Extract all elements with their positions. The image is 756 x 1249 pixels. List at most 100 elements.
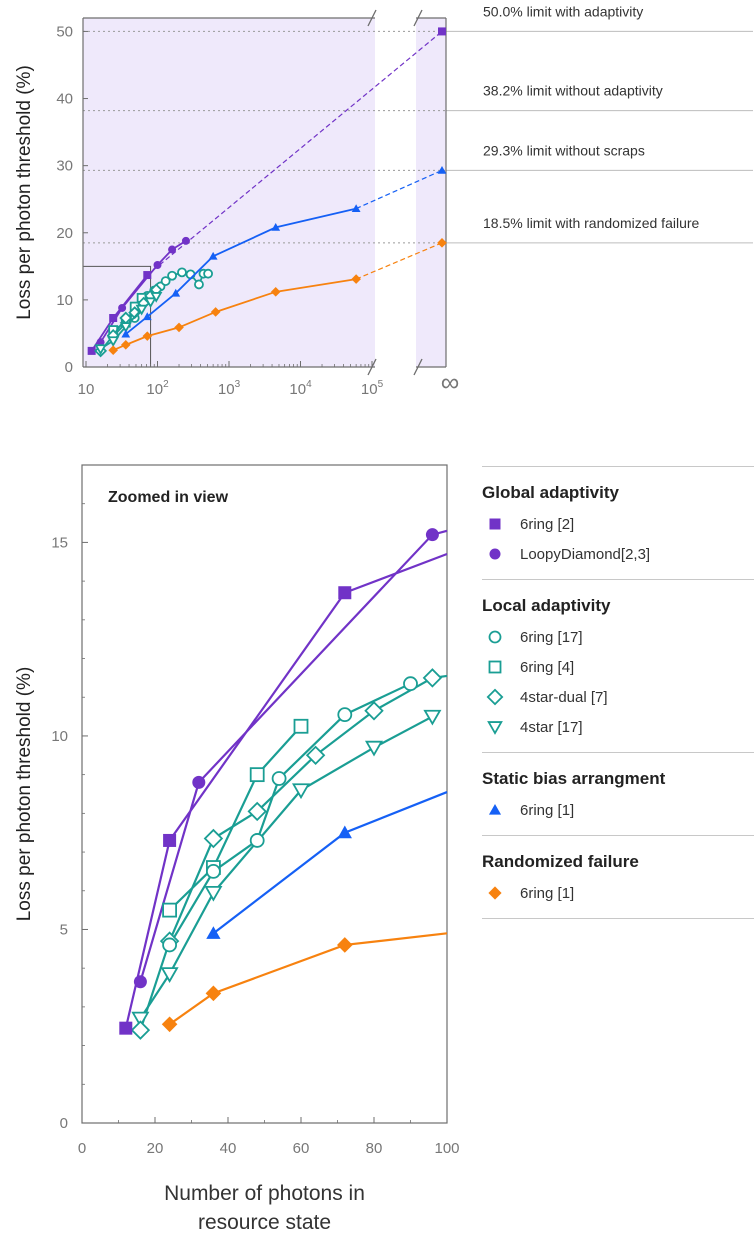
shaded-region-infinity bbox=[416, 18, 446, 367]
y-tick-label: 20 bbox=[56, 225, 73, 242]
y-tick-label: 30 bbox=[56, 158, 73, 175]
data-point bbox=[364, 701, 384, 721]
axis-break-mark bbox=[413, 9, 423, 27]
series-markers bbox=[119, 528, 443, 1040]
legend-item-label: 4star-dual [7] bbox=[520, 688, 608, 706]
data-point bbox=[96, 338, 105, 347]
zoom-box bbox=[83, 265, 152, 367]
data-point bbox=[162, 902, 178, 918]
data-point bbox=[135, 304, 148, 316]
x-tick-label: 102 bbox=[146, 379, 169, 398]
x-tick-label: 100 bbox=[434, 1140, 459, 1157]
series-line-loopydiamond-2-3 bbox=[139, 529, 448, 983]
series-line-6ring-2 bbox=[124, 552, 448, 1029]
series-loopydiamond-2-3 bbox=[133, 528, 439, 989]
data-point bbox=[291, 783, 311, 800]
data-point bbox=[210, 307, 221, 317]
legend-group-title: Global adaptivity bbox=[482, 483, 619, 502]
legend-marker-shape bbox=[486, 688, 504, 706]
limit-label: 18.5% limit with randomized failure bbox=[483, 215, 700, 231]
data-point bbox=[118, 303, 127, 312]
data-point bbox=[171, 288, 181, 297]
data-point bbox=[249, 833, 265, 848]
data-point bbox=[109, 314, 118, 323]
x-tick-label: 105 bbox=[361, 379, 384, 398]
data-point bbox=[422, 668, 443, 688]
series-6ring-2 bbox=[119, 586, 352, 1035]
data-point bbox=[131, 1011, 150, 1028]
data-point bbox=[204, 885, 223, 902]
legend-group-title: Static bias arrangment bbox=[482, 769, 666, 788]
data-point bbox=[423, 709, 442, 726]
legend-marker-shape bbox=[489, 518, 501, 530]
data-point bbox=[208, 251, 218, 260]
legend-group-title: Local adaptivity bbox=[482, 596, 611, 615]
legend-marker-diamond-open-icon bbox=[486, 688, 504, 706]
legend-item-label: 6ring [1] bbox=[520, 884, 575, 902]
data-point bbox=[247, 801, 267, 822]
legend-item: 4star-dual [7] bbox=[482, 682, 754, 712]
data-point bbox=[108, 345, 118, 356]
data-point bbox=[143, 271, 152, 280]
data-point bbox=[163, 833, 177, 847]
series-line-6ring-1-randomized bbox=[168, 932, 448, 1026]
y-tick-label: 50 bbox=[56, 23, 73, 40]
data-point bbox=[168, 245, 177, 254]
data-point bbox=[160, 967, 179, 983]
data-point bbox=[338, 586, 352, 600]
data-point bbox=[177, 267, 187, 278]
series-lines bbox=[124, 529, 448, 1031]
legend-marker-shape bbox=[488, 886, 502, 900]
data-point bbox=[403, 676, 418, 692]
y-axis-label: Loss per photon threshold (%) bbox=[14, 667, 35, 922]
legend-group: Randomized failure 6ring [1] bbox=[482, 836, 754, 918]
series-6ring-1-static bbox=[121, 165, 447, 338]
x-axis-label-line2: resource state bbox=[198, 1211, 331, 1234]
axis-break-mark bbox=[413, 358, 423, 376]
limit-point bbox=[437, 165, 447, 174]
y-tick-label: 10 bbox=[51, 728, 68, 745]
limit-point bbox=[437, 238, 447, 248]
data-point bbox=[133, 975, 147, 989]
data-point bbox=[351, 204, 361, 213]
legend-marker-square-open-icon bbox=[488, 660, 502, 674]
legend-marker-square-filled-icon bbox=[489, 518, 501, 530]
data-point bbox=[425, 528, 439, 542]
series-line-4star-17 bbox=[139, 715, 433, 1020]
data-point bbox=[120, 340, 131, 350]
legend-divider bbox=[482, 835, 754, 836]
legend-marker-shape bbox=[489, 548, 501, 560]
data-point bbox=[192, 775, 206, 789]
limit-point bbox=[438, 27, 446, 36]
legend-marker-shape bbox=[487, 721, 503, 735]
data-point bbox=[142, 312, 152, 321]
series-line-6ring-1-static bbox=[212, 791, 448, 935]
data-point bbox=[160, 276, 171, 286]
x-tick-label: 0 bbox=[78, 1140, 86, 1157]
legend-group: Local adaptivity 6ring [17] 6ring [4] 4star… bbox=[482, 580, 754, 752]
legend-item: 6ring [1] bbox=[482, 878, 754, 908]
legend-divider bbox=[482, 752, 754, 753]
data-point bbox=[150, 292, 163, 303]
data-point bbox=[185, 269, 196, 280]
data-point bbox=[107, 336, 120, 348]
legend-marker-shape bbox=[488, 803, 502, 815]
legend-marker-circle-open-icon bbox=[488, 630, 502, 644]
y-tick-label: 40 bbox=[56, 91, 73, 108]
legend-item-label: LoopyDiamond[2,3] bbox=[520, 545, 651, 563]
series-4star-17 bbox=[94, 292, 163, 356]
data-point bbox=[205, 985, 222, 1002]
legend-divider bbox=[482, 579, 754, 580]
data-point bbox=[203, 828, 224, 849]
data-point bbox=[293, 718, 309, 734]
zoomed-chart: 0 20 40 60 80 100 0 5 10 15 Zoomed in view Loss per… bbox=[14, 464, 460, 1234]
legend-marker-triangle-filled-icon bbox=[488, 803, 502, 815]
y-tick-label: 0 bbox=[60, 1115, 68, 1132]
data-point bbox=[364, 740, 384, 757]
legend-group: Static bias arrangment 6ring [1] bbox=[482, 753, 754, 835]
legend-item-label: 6ring [4] bbox=[520, 658, 575, 676]
legend-marker-triangle-down-open-icon bbox=[487, 721, 503, 735]
series-6ring-17 bbox=[162, 676, 418, 953]
x-tick-label-infinity: ∞ bbox=[441, 367, 460, 397]
data-point bbox=[162, 937, 178, 953]
